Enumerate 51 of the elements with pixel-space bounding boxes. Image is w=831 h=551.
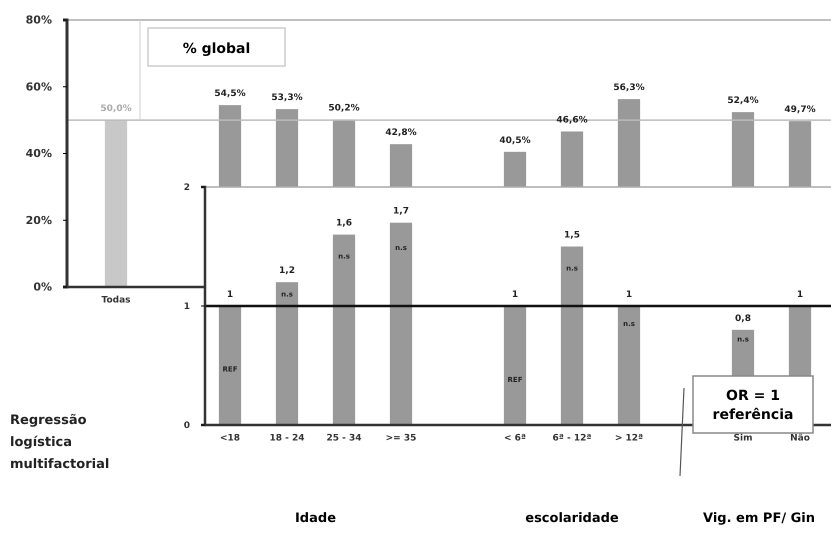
y-tick-label: 20% <box>26 214 52 227</box>
data-label: 1 <box>796 290 804 300</box>
text: Idade <box>294 511 336 526</box>
y-tick-label: 1 <box>184 302 190 312</box>
x-tick-label: 6ª - 12ª <box>552 433 592 444</box>
y-tick-label: 80% <box>26 14 52 27</box>
y-tick-label: 2 <box>184 182 190 193</box>
x-tick-label: < 6ª <box>504 433 526 444</box>
data-label: 1,7 <box>393 206 409 217</box>
data-label: 49,7% <box>784 105 816 116</box>
data-label: 50,0% <box>100 104 132 114</box>
text: Regressão logística multifactorial <box>10 413 110 472</box>
text: Vig. em PF/ Gin <box>702 511 816 526</box>
data-label: 1 <box>626 290 632 300</box>
y-tick-label: 0% <box>33 280 52 294</box>
bar <box>332 234 356 425</box>
data-label: 46,6% <box>556 115 588 126</box>
data-label: 56,3% <box>613 83 645 94</box>
bar <box>104 120 128 287</box>
x-tick-label: 25 - 34 <box>326 433 362 444</box>
x-tick-label: Não <box>790 433 810 444</box>
data-label: 52,4% <box>727 96 759 106</box>
text: escolaridade <box>525 511 619 526</box>
data-label: 54,5% <box>214 89 246 100</box>
data-label: 1,6 <box>336 218 352 229</box>
data-label: 50,2% <box>328 103 360 114</box>
data-label: 1 <box>226 290 234 300</box>
x-tick-label: <18 <box>220 433 240 444</box>
data-label: 1,5 <box>564 230 580 240</box>
data-label: 0,8 <box>735 314 751 324</box>
bar <box>504 306 526 425</box>
bar <box>618 306 640 425</box>
x-tick-label: Todas <box>102 295 130 306</box>
data-label: 53,3% <box>271 93 303 104</box>
x-tick-label: 18 - 24 <box>269 433 305 444</box>
data-label: 40,5% <box>499 136 531 146</box>
y-tick-label: 0 <box>184 420 190 431</box>
bar <box>390 222 412 425</box>
data-label: 1,2 <box>279 266 295 276</box>
bar <box>560 246 584 425</box>
y-tick-label: 60% <box>26 80 52 94</box>
data-label: 1 <box>512 290 518 300</box>
data-label: 42,8% <box>385 128 417 138</box>
x-tick-label: >= 35 <box>386 433 416 444</box>
x-tick-label: Sim <box>734 433 752 444</box>
bar <box>276 282 298 425</box>
annotation: OR = 1 referência <box>712 388 794 423</box>
annotation: % global <box>182 41 250 57</box>
bar <box>218 306 242 425</box>
x-tick-label: > 12ª <box>614 433 644 444</box>
y-tick-label: 40% <box>26 147 52 160</box>
